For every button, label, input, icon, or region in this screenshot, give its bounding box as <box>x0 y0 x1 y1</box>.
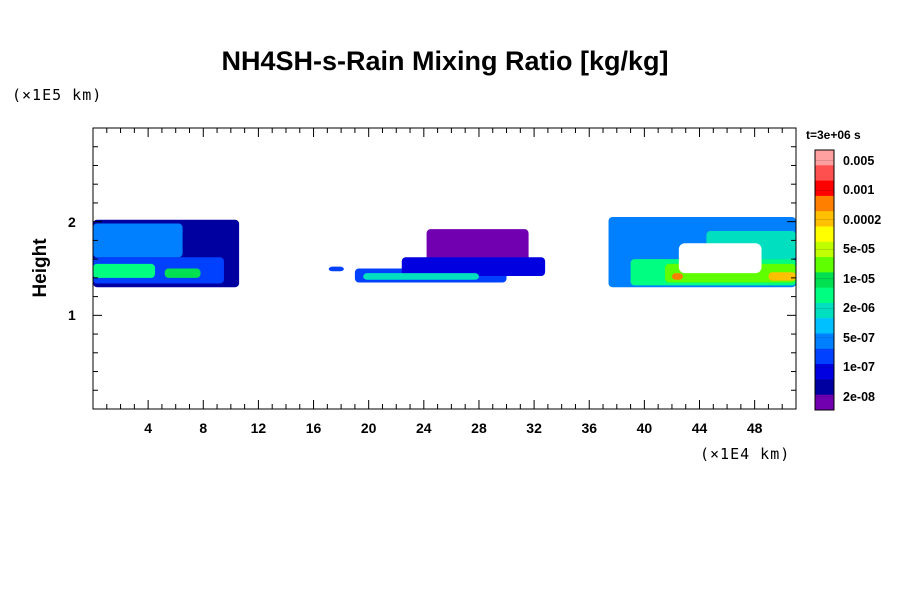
x-tick-label: 16 <box>305 420 322 436</box>
plot-frame <box>92 127 797 410</box>
x-tick-label: 20 <box>360 420 377 436</box>
colorbar-swatch <box>815 150 834 166</box>
colorbar-swatch <box>815 241 834 258</box>
y-unit-label: (×1E5 km) <box>12 86 103 104</box>
colorbar-swatch <box>815 333 834 350</box>
x-tick-label: 36 <box>581 420 598 436</box>
colorbar-label: 2e-08 <box>843 389 875 404</box>
colorbar-swatch <box>815 226 834 243</box>
colorbar-swatch <box>815 302 834 319</box>
colorbar-swatch <box>815 394 834 411</box>
colorbar-swatch <box>815 364 834 380</box>
colorbar-swatch <box>815 211 834 227</box>
x-tick-label: 4 <box>144 420 153 436</box>
plume-left-upper <box>93 223 183 258</box>
chart-title: NH4SH-s-Rain Mixing Ratio [kg/kg] <box>221 46 669 76</box>
plume-left-core2 <box>164 268 201 278</box>
plume-center-core <box>363 273 479 280</box>
x-tick-label: 12 <box>250 420 267 436</box>
plume-center-dot <box>328 266 344 272</box>
y-tick-label: 2 <box>68 213 76 230</box>
plume-right-peak2 <box>768 272 796 281</box>
colorbar-swatch <box>815 348 834 365</box>
colorbar-label: 0.0002 <box>843 212 882 227</box>
colorbar-swatch <box>815 272 834 289</box>
plume-right-gap <box>678 243 762 274</box>
colorbar-swatch <box>815 195 834 212</box>
colorbar-label: 1e-07 <box>843 360 875 375</box>
colorbar-swatch <box>815 257 834 273</box>
colorbar-label: 0.001 <box>843 183 875 198</box>
colorbar-label: 5e-07 <box>843 330 875 345</box>
colorbar-frame <box>814 149 835 411</box>
x-tick-label: 28 <box>471 420 487 436</box>
colorbar-label: 1e-05 <box>843 271 875 286</box>
x-unit-label: (×1E4 km) <box>700 445 791 463</box>
x-tick-label: 32 <box>526 420 542 436</box>
x-tick-label: 40 <box>636 420 653 436</box>
plume-center-purple <box>426 229 529 262</box>
plume-center-blue <box>401 257 546 276</box>
colorbar-swatch <box>815 180 834 197</box>
plume-left-core <box>93 263 156 278</box>
colorbar-swatch <box>815 318 834 335</box>
colorbar-label: 5e-05 <box>843 242 875 257</box>
colorbar-swatch <box>815 379 834 396</box>
colorbar-swatch <box>815 287 834 304</box>
colorbar-label: 0.005 <box>843 153 875 168</box>
x-tick-label: 48 <box>746 420 763 436</box>
x-tick-label: 24 <box>416 420 432 436</box>
x-tick-label: 8 <box>199 420 208 436</box>
time-label: t=3e+06 s <box>806 128 861 142</box>
colorbar-swatch <box>815 165 834 182</box>
colorbar-label: 2e-06 <box>843 301 875 316</box>
plume-right-peak <box>671 273 683 280</box>
x-tick-label: 44 <box>691 420 708 436</box>
y-tick-label: 1 <box>68 307 76 324</box>
